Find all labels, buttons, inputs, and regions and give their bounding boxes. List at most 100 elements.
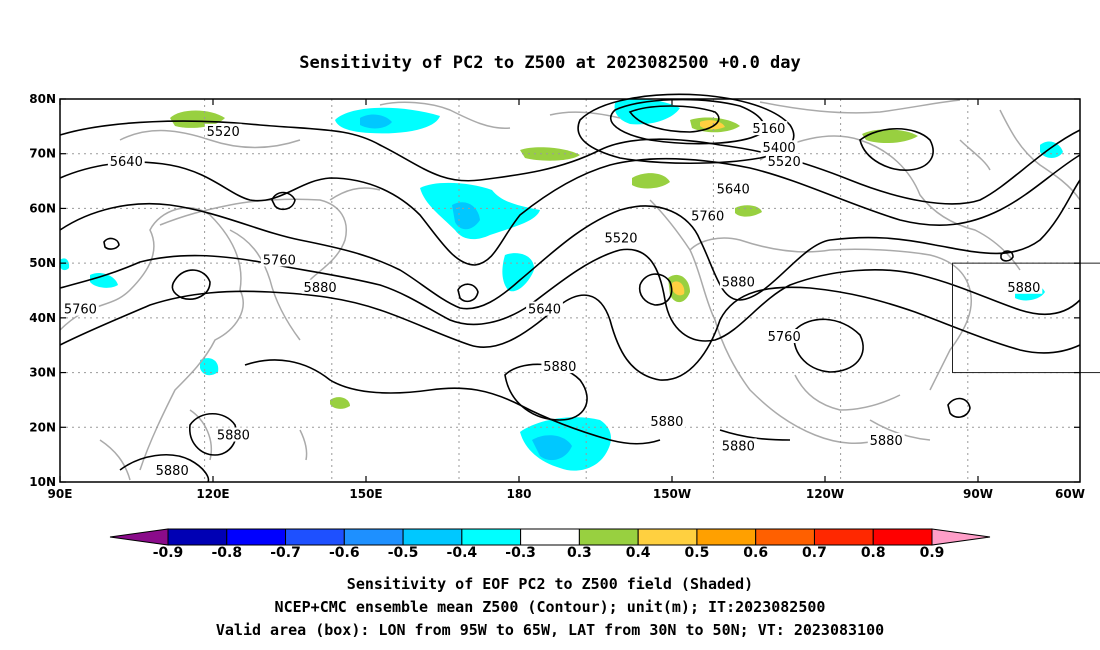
colorbar-label: 0.8 — [861, 545, 886, 561]
colorbar-swatch — [578, 528, 639, 546]
colorbar-swatch — [226, 528, 287, 546]
contour-label: 5640 — [528, 303, 561, 318]
lon-tick-label: 60W — [1055, 487, 1085, 501]
colorbar-label: -0.7 — [270, 545, 301, 561]
contour-label-bg — [541, 359, 579, 374]
contour-label: 5880 — [650, 415, 683, 430]
contour-label: 5760 — [691, 210, 724, 225]
colorbar-swatch — [755, 528, 815, 546]
contour-label-bg — [714, 181, 752, 196]
valid-area-box — [952, 262, 1100, 374]
colorbar-swatch — [285, 528, 345, 546]
colorbar-swatch — [167, 528, 228, 546]
contour-label: 5880 — [304, 281, 337, 296]
colorbar-swatch — [343, 528, 404, 546]
lat-tick-label: 50N — [29, 256, 56, 270]
contour-label: 5760 — [768, 330, 801, 345]
colorbar-swatch — [813, 528, 874, 546]
contour-label-layer: 5520564051605400552056405760552057605880… — [62, 121, 1043, 479]
contour-label-bg — [215, 427, 252, 442]
colorbar-upper-extension — [931, 528, 991, 546]
caption-line-1: Sensitivity of EOF PC2 to Z500 field (Sh… — [347, 575, 753, 593]
colorbar-label: 0.5 — [685, 545, 710, 561]
contour-label: 5880 — [722, 275, 755, 290]
contour-label-bg — [1005, 279, 1043, 294]
contour-label-bg — [760, 140, 798, 155]
caption-line-2: NCEP+CMC ensemble mean Z500 (Contour); u… — [275, 598, 826, 616]
contour-label-bg — [301, 279, 339, 294]
lat-tick-label: 70N — [29, 147, 56, 161]
contour-label: 5400 — [763, 141, 796, 156]
latitude-axis: 10N 20N 30N 40N 50N 60N 70N 80N — [29, 92, 1080, 489]
contour-label-bg — [204, 123, 242, 138]
contour-label-bg — [107, 153, 145, 168]
graticule — [60, 99, 1080, 482]
colorbar-label: 0.7 — [802, 545, 827, 561]
colorbar-swatch — [520, 528, 580, 546]
lon-tick-label: 90E — [48, 487, 73, 501]
colorbar-label: -0.3 — [505, 545, 536, 561]
colorbar-label: -0.6 — [329, 545, 360, 561]
contour-label-bg — [153, 463, 191, 478]
contour-label-bg — [719, 438, 757, 453]
contour-label: 5640 — [717, 182, 750, 197]
colorbar-label: 0.9 — [920, 545, 945, 561]
colorbar-label: 0.6 — [743, 545, 768, 561]
lat-tick-label: 10N — [29, 475, 56, 489]
shaded-sensitivity — [60, 98, 1063, 471]
contour-label: 5760 — [263, 253, 296, 268]
lon-tick-label: 120W — [806, 487, 844, 501]
lat-tick-label: 20N — [29, 420, 56, 434]
longitude-axis: 90E 120E 150E 180 150W 120W 90W 60W — [48, 99, 1085, 501]
contour-label-bg — [689, 208, 727, 223]
colorbar: -0.9 -0.8 -0.7 -0.6 -0.5 -0.4 -0.3 0.3 0.4 0.5 0.6… — [109, 528, 991, 561]
contour-label-bg — [765, 153, 803, 168]
lon-tick-label: 120E — [196, 487, 229, 501]
colorbar-label: 0.3 — [567, 545, 592, 561]
coastlines — [59, 99, 1081, 481]
contour-label-bg — [602, 230, 640, 245]
lon-tick-label: 90W — [963, 487, 993, 501]
contour-label: 5880 — [870, 434, 903, 449]
colorbar-swatch — [872, 528, 933, 546]
contour-label: 5520 — [768, 155, 801, 170]
contour-label: 5520 — [207, 125, 240, 140]
map-panel: 5520564051605400552056405760552057605880… — [29, 92, 1100, 501]
contour-label-bg — [750, 121, 788, 136]
contour-label: 5760 — [64, 303, 97, 318]
lon-tick-label: 150E — [349, 487, 382, 501]
lat-tick-label: 60N — [29, 201, 56, 215]
colorbar-label: -0.5 — [388, 545, 419, 561]
contour-label-bg — [62, 301, 99, 316]
map-frame — [59, 98, 1081, 483]
contour-label-bg — [765, 329, 803, 344]
contour-label: 5520 — [604, 232, 637, 247]
lon-tick-label: 150W — [653, 487, 691, 501]
contour-label-bg — [260, 252, 298, 267]
colorbar-label: 0.4 — [626, 545, 651, 561]
contour-label: 5640 — [110, 155, 143, 170]
colorbar-swatch — [696, 528, 757, 546]
contour-label: 5880 — [1007, 281, 1040, 296]
contour-label-bg — [867, 432, 905, 447]
lon-tick-label: 180 — [506, 487, 531, 501]
colorbar-label: -0.4 — [447, 545, 478, 561]
lat-tick-label: 30N — [29, 366, 56, 380]
contour-label: 5880 — [722, 439, 755, 454]
colorbar-swatch — [461, 528, 522, 546]
colorbar-lower-extension — [109, 528, 169, 546]
colorbar-swatch — [637, 528, 698, 546]
colorbar-label: -0.8 — [211, 545, 242, 561]
contour-label: 5160 — [752, 122, 785, 137]
contour-label: 5880 — [217, 428, 250, 443]
contour-label-bg — [648, 413, 686, 428]
contour-label-bg — [719, 274, 757, 289]
lat-tick-label: 40N — [29, 311, 56, 325]
lat-tick-label: 80N — [29, 92, 56, 106]
contour-label: 5880 — [543, 360, 576, 375]
contour-label-bg — [526, 301, 563, 316]
colorbar-swatch — [402, 528, 463, 546]
contour-label: 5880 — [156, 464, 189, 479]
caption-line-3: Valid area (box): LON from 95W to 65W, L… — [216, 621, 884, 639]
